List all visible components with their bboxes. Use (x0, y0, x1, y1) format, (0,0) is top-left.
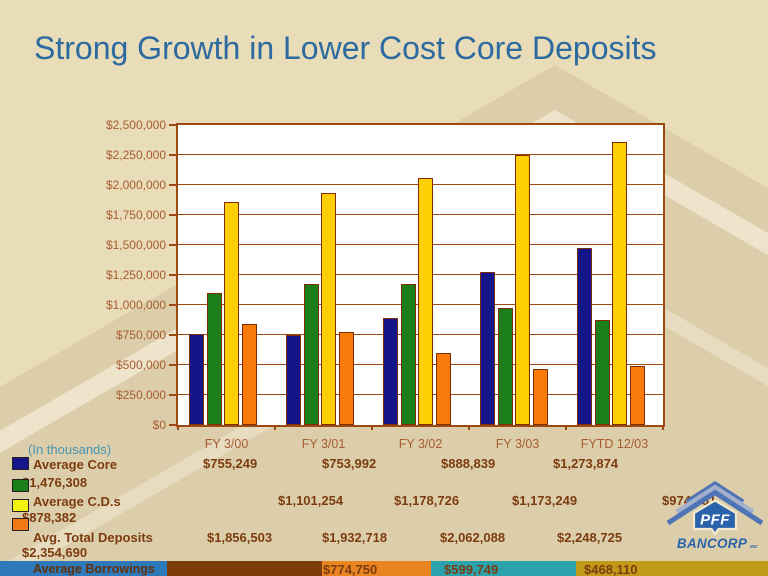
table-row-label-borrowings: Average Borrowings (33, 562, 155, 576)
bar-average-borrowings-5 (630, 366, 646, 425)
table-cell: $2,062,088 (440, 530, 506, 545)
bar-average-c-d-s-3 (400, 284, 416, 425)
y-axis-label: $0 (152, 418, 166, 432)
bar-average-core-1 (189, 334, 204, 425)
category-label: FY 3/00 (204, 437, 249, 451)
gridline (178, 154, 663, 155)
table-cell: $1,856,503 (207, 530, 273, 545)
plot-area (176, 123, 665, 427)
bar-avg-total-deposits-3 (418, 178, 434, 425)
footer-band-3 (322, 561, 431, 576)
logo-company-text: BANCORP (677, 536, 748, 551)
bar-average-core-2 (286, 335, 301, 425)
y-axis-label: $1,750,000 (105, 208, 166, 222)
y-axis-tick (169, 244, 176, 246)
bar-average-borrowings-1 (242, 324, 258, 425)
y-axis-tick (169, 124, 176, 126)
table-cell: $1,178,726 (394, 493, 460, 508)
logo-brand-text: PFF (700, 512, 730, 529)
table-cell: $1,101,254 (278, 493, 344, 508)
legend-swatch-1 (12, 457, 29, 470)
category-label: FY 3/01 (301, 437, 346, 451)
table-cell: $753,992 (322, 456, 377, 471)
x-axis-tick (274, 425, 276, 430)
category-label: FY 3/03 (495, 437, 540, 451)
legend-swatch-4 (12, 518, 29, 531)
bar-average-borrowings-3 (436, 353, 452, 425)
table-row-label: Average C.D.s (33, 494, 121, 509)
footer-color-strip: Average Borrowings $774,750 $599,749 $468,1… (0, 561, 768, 576)
bar-average-core-3 (383, 318, 398, 425)
y-axis-tick (169, 364, 176, 366)
x-axis-tick (468, 425, 470, 430)
category-label: FYTD 12/03 (580, 437, 649, 451)
bar-avg-total-deposits-1 (224, 202, 240, 425)
y-axis-label: $750,000 (115, 328, 166, 342)
table-cell-borrowings: $774,750 (323, 562, 378, 576)
y-axis-label: $2,250,000 (105, 148, 166, 162)
bar-avg-total-deposits-4 (515, 155, 531, 425)
y-axis-tick (169, 184, 176, 186)
y-axis-tick (169, 424, 176, 426)
table-row-label: Avg. Total Deposits (33, 530, 153, 545)
bar-average-core-4 (480, 272, 495, 425)
table-row-label: Average Core (33, 457, 118, 472)
y-axis-label: $500,000 (115, 358, 166, 372)
table-cell: $1,932,718 (322, 530, 388, 545)
y-axis-tick (169, 304, 176, 306)
x-axis-tick (371, 425, 373, 430)
y-axis-label: $2,500,000 (105, 118, 166, 132)
y-axis-tick (169, 394, 176, 396)
bar-average-borrowings-2 (339, 332, 355, 425)
bar-average-borrowings-4 (533, 369, 549, 425)
y-axis-tick (169, 214, 176, 216)
legend-swatch-2 (12, 479, 29, 492)
table-cell: $888,839 (441, 456, 496, 471)
y-axis-label: $1,000,000 (105, 298, 166, 312)
logo-suffix-text: INC (750, 544, 759, 549)
bar-average-core-5 (577, 248, 592, 425)
table-wrapped-cell: $2,354,690 (22, 545, 88, 560)
footer-band-2 (167, 561, 322, 576)
y-axis-tick (169, 274, 176, 276)
pff-bancorp-logo: PFF BANCORP INC (666, 481, 764, 551)
y-axis-tick (169, 154, 176, 156)
bar-average-c-d-s-1 (206, 293, 222, 425)
bar-average-c-d-s-5 (594, 320, 610, 425)
y-axis-label: $1,500,000 (105, 238, 166, 252)
footer-band-4 (431, 561, 576, 576)
table-wrapped-cell: $878,382 (22, 510, 77, 525)
logo-chevron-icon (675, 484, 755, 515)
table-cell-borrowings: $599,749 (444, 562, 499, 576)
y-axis-label: $1,250,000 (105, 268, 166, 282)
table-cell: $755,249 (203, 456, 258, 471)
table-cell-borrowings: $468,110 (584, 562, 638, 576)
y-axis-label: $250,000 (115, 388, 166, 402)
logo-chevron-icon (666, 489, 764, 526)
y-axis-tick (169, 334, 176, 336)
bar-average-c-d-s-4 (497, 308, 513, 425)
table-cell: $2,248,725 (557, 530, 623, 545)
y-axis-label: $2,000,000 (105, 178, 166, 192)
units-note: (In thousands) (28, 442, 112, 457)
table-cell: $1,273,874 (553, 456, 619, 471)
table-wrapped-cell: $1,476,308 (22, 475, 88, 490)
logo-house-banner (692, 499, 738, 536)
slide-title: Strong Growth in Lower Cost Core Deposit… (34, 30, 657, 66)
x-axis-tick (565, 425, 567, 430)
logo-chevron-icon (685, 481, 745, 505)
bar-avg-total-deposits-5 (612, 142, 628, 425)
table-cell: $1,173,249 (512, 493, 578, 508)
footer-band-1 (0, 561, 167, 576)
legend-swatch-3 (12, 499, 29, 512)
footer-band-5 (576, 561, 768, 576)
x-axis-tick (177, 425, 179, 430)
bar-avg-total-deposits-2 (321, 193, 337, 425)
bar-average-c-d-s-2 (303, 284, 319, 425)
x-axis-tick (662, 425, 664, 430)
category-label: FY 3/02 (398, 437, 443, 451)
